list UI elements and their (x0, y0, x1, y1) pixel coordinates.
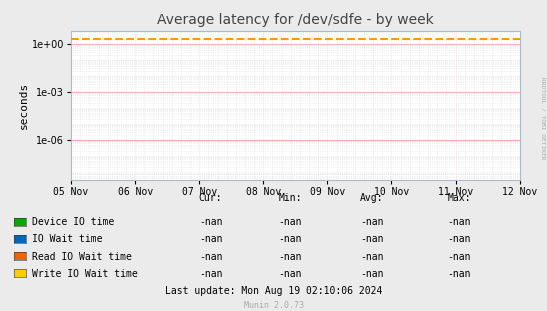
Text: -nan: -nan (278, 269, 301, 279)
Text: -nan: -nan (278, 234, 301, 244)
Text: -nan: -nan (448, 269, 471, 279)
Text: Munin 2.0.73: Munin 2.0.73 (243, 301, 304, 310)
Text: -nan: -nan (448, 234, 471, 244)
Text: RRDTOOL / TOBI OETIKER: RRDTOOL / TOBI OETIKER (541, 77, 546, 160)
Text: -nan: -nan (278, 252, 301, 262)
Text: Max:: Max: (448, 193, 471, 202)
Text: Write IO Wait time: Write IO Wait time (32, 269, 138, 279)
Text: -nan: -nan (360, 217, 383, 227)
Text: Cur:: Cur: (199, 193, 222, 202)
Text: Avg:: Avg: (360, 193, 383, 202)
Text: -nan: -nan (199, 269, 222, 279)
Text: -nan: -nan (448, 252, 471, 262)
Title: Average latency for /dev/sdfe - by week: Average latency for /dev/sdfe - by week (157, 13, 434, 27)
Text: Last update: Mon Aug 19 02:10:06 2024: Last update: Mon Aug 19 02:10:06 2024 (165, 286, 382, 296)
Text: -nan: -nan (199, 217, 222, 227)
Text: -nan: -nan (448, 217, 471, 227)
Y-axis label: seconds: seconds (19, 82, 29, 129)
Text: -nan: -nan (199, 234, 222, 244)
Text: -nan: -nan (360, 234, 383, 244)
Text: Read IO Wait time: Read IO Wait time (32, 252, 132, 262)
Text: -nan: -nan (278, 217, 301, 227)
Text: Min:: Min: (278, 193, 301, 202)
Text: -nan: -nan (360, 252, 383, 262)
Text: -nan: -nan (199, 252, 222, 262)
Text: IO Wait time: IO Wait time (32, 234, 103, 244)
Text: Device IO time: Device IO time (32, 217, 114, 227)
Text: -nan: -nan (360, 269, 383, 279)
